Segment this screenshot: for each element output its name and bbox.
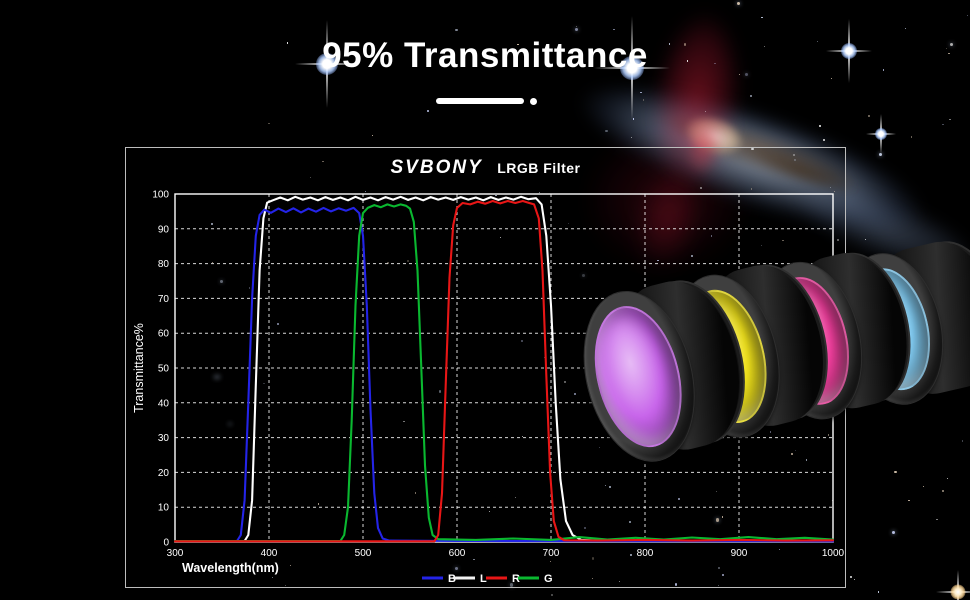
svg-text:500: 500	[355, 548, 372, 559]
svg-text:R: R	[512, 573, 520, 585]
svg-text:50: 50	[158, 364, 170, 375]
svg-text:20: 20	[158, 468, 170, 479]
transmittance-chart-panel: SVBONY LRGB Filter 0 10 20 30 40 50 60 70 80 90 10…	[125, 147, 846, 588]
svg-text:0: 0	[163, 538, 169, 549]
underline-bar	[436, 98, 524, 104]
svg-text:40: 40	[158, 398, 170, 409]
svg-text:1000: 1000	[822, 548, 845, 559]
svg-text:B: B	[448, 573, 456, 585]
svg-text:L: L	[480, 573, 487, 585]
svg-text:30: 30	[158, 433, 170, 444]
svg-text:800: 800	[637, 548, 654, 559]
svg-text:G: G	[544, 573, 553, 585]
svg-text:90: 90	[158, 224, 170, 235]
svg-text:700: 700	[543, 548, 560, 559]
svg-text:300: 300	[167, 548, 184, 559]
svg-text:900: 900	[731, 548, 748, 559]
svbony-logo: SVBONY	[390, 157, 483, 178]
svg-text:100: 100	[152, 190, 169, 201]
hero-heading: 95% Transmittance	[322, 36, 648, 75]
svg-text:80: 80	[158, 259, 170, 270]
svg-text:10: 10	[158, 503, 170, 514]
underline-dot	[530, 98, 537, 105]
transmittance-chart: 0 10 20 30 40 50 60 70 80 90 100 300 400 500 600 700 800…	[132, 190, 845, 586]
hero: 95% Transmittance	[0, 0, 970, 105]
svg-text:Wavelength(nm): Wavelength(nm)	[182, 561, 279, 575]
svg-text:60: 60	[158, 329, 170, 340]
svg-text:Transmittance%: Transmittance%	[132, 323, 146, 413]
svg-text:400: 400	[261, 548, 278, 559]
svg-text:600: 600	[449, 548, 466, 559]
svg-text:70: 70	[158, 294, 170, 305]
